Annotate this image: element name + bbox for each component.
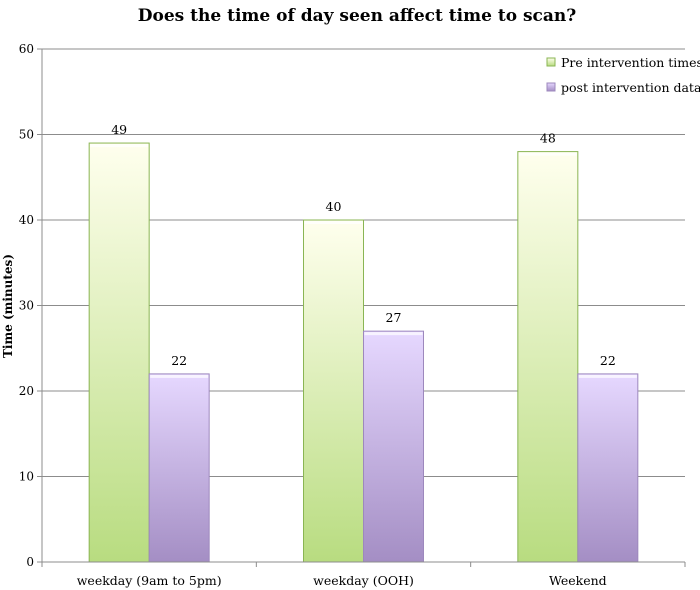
legend-label: Pre intervention times (561, 55, 700, 70)
data-label: 40 (326, 199, 342, 214)
x-tick-label: Weekend (549, 573, 607, 588)
bar-pre (303, 219, 364, 563)
y-tick-label: 0 (26, 555, 34, 569)
bar-highlight (578, 374, 637, 378)
bar-highlight (150, 374, 209, 378)
bar-highlight (518, 152, 577, 156)
data-label: 22 (600, 353, 616, 368)
bars (88, 142, 639, 563)
y-tick-label: 60 (19, 42, 34, 56)
bar-post (148, 373, 210, 563)
data-label: 48 (540, 131, 556, 146)
y-tick-label: 10 (19, 470, 34, 484)
y-tick-label: 30 (19, 299, 34, 313)
bar-pre (517, 151, 579, 563)
data-labels: 49 22 40 27 48 22 (111, 122, 616, 368)
chart-title: Does the time of day seen affect time to… (138, 6, 576, 26)
data-label: 22 (171, 353, 187, 368)
legend-label: post intervention data (561, 80, 700, 95)
bar-highlight (364, 332, 423, 336)
y-axis-label: Time (minutes) (1, 254, 15, 358)
x-tick-labels: weekday (9am to 5pm) weekday (OOH) Weekend (77, 573, 607, 588)
bar-post (577, 373, 639, 563)
x-tick-label: weekday (9am to 5pm) (77, 573, 222, 588)
y-tick-label: 20 (19, 384, 34, 398)
bar-post (363, 330, 424, 563)
y-tick-labels: 0 10 20 30 40 50 60 (19, 42, 34, 569)
bar-highlight (90, 144, 149, 148)
bar-highlight (304, 221, 363, 224)
x-tick-label: weekday (OOH) (313, 573, 414, 588)
bar-pre (88, 142, 150, 563)
data-label: 27 (386, 310, 402, 325)
legend-swatch (546, 82, 556, 92)
y-tick-label: 40 (19, 213, 34, 227)
y-tick-label: 50 (19, 128, 34, 142)
axes (41, 49, 685, 563)
legend: Pre intervention times post intervention … (546, 55, 700, 95)
data-label: 49 (111, 122, 127, 137)
legend-swatch (546, 57, 556, 67)
